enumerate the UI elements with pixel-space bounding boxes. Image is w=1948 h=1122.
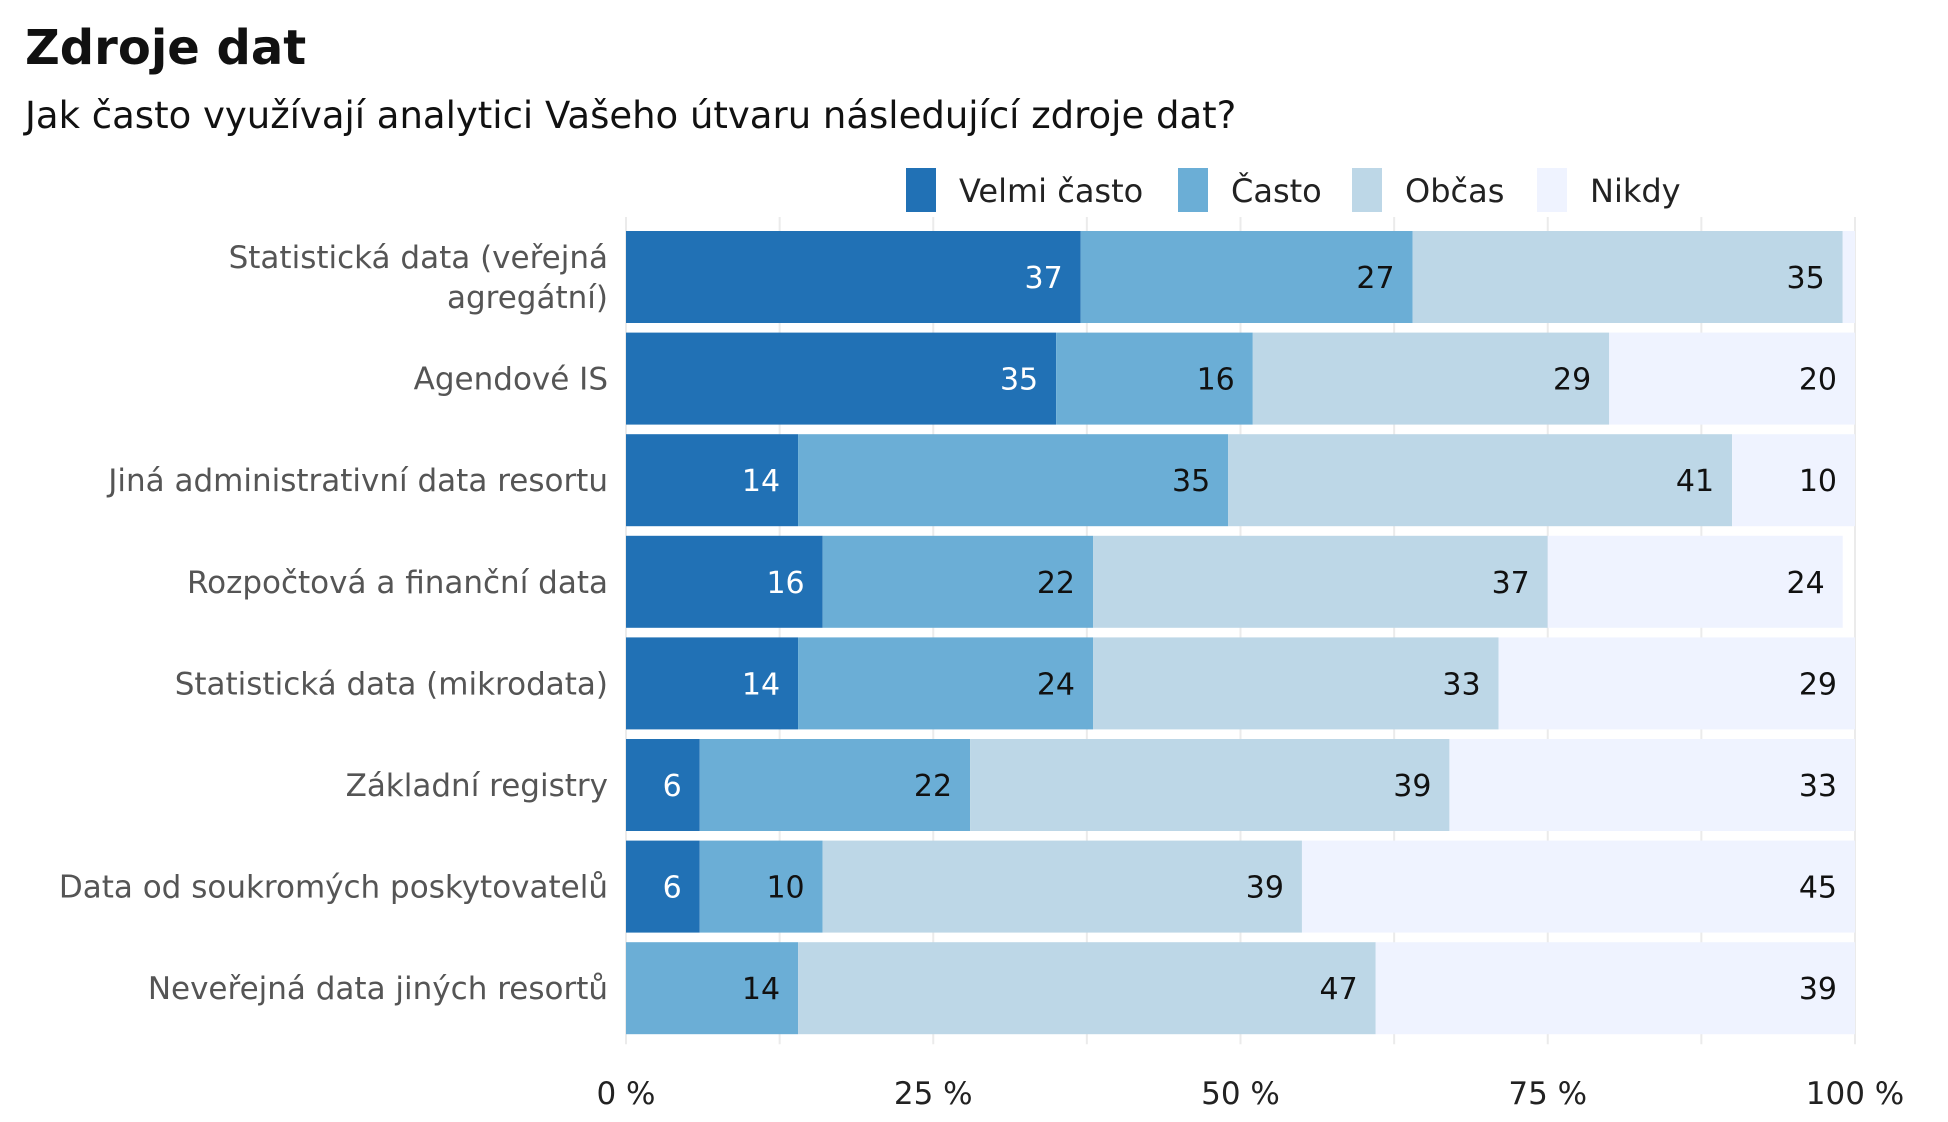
legend-label: Velmi často: [959, 172, 1143, 210]
bar-segment: [626, 739, 700, 831]
data-label: 22: [1037, 566, 1075, 601]
bar-segment: [1056, 332, 1253, 425]
data-label: 35: [1787, 261, 1825, 296]
bar-segment: [970, 739, 1450, 831]
bar-segment: [1498, 637, 1855, 730]
bar-segment: [1449, 739, 1855, 831]
bar-segment: [626, 231, 1081, 323]
category-label: Agendové IS: [414, 362, 608, 398]
x-tick-label: 100 %: [1806, 1076, 1904, 1112]
category-label: Data od soukromých poskytovatelů: [59, 870, 608, 906]
bar-segment: [626, 535, 823, 628]
chart-subtitle: Jak často využívají analytici Vašeho útv…: [23, 94, 1236, 137]
data-label: 14: [742, 667, 780, 702]
data-label: 33: [1799, 769, 1837, 804]
bar-segment: [699, 739, 971, 831]
category-label: Neveřejná data jiných resortů: [148, 971, 608, 1007]
data-label: 45: [1799, 871, 1837, 906]
bar-segment: [798, 434, 1229, 527]
bar-segment: [1301, 840, 1855, 933]
data-label: 10: [1799, 464, 1837, 499]
data-label: 14: [742, 972, 780, 1007]
category-label: Statistická data (veřejná: [229, 240, 608, 276]
x-tick-label: 50 %: [1201, 1076, 1280, 1112]
legend-swatch: [1537, 168, 1567, 212]
data-label: 37: [1492, 566, 1530, 601]
data-label: 20: [1799, 363, 1837, 398]
data-label: 10: [766, 871, 804, 906]
x-tick-label: 0 %: [596, 1076, 655, 1112]
data-label: 39: [1246, 871, 1284, 906]
category-label: agregátní): [447, 280, 608, 316]
legend-label: Nikdy: [1590, 172, 1681, 210]
data-label: 39: [1393, 769, 1431, 804]
legend: Velmi často Často Občas Nikdy: [906, 168, 1681, 212]
legend-swatch: [1178, 168, 1208, 212]
data-label: 6: [663, 871, 682, 906]
bar-segment: [1609, 332, 1855, 425]
data-label: 29: [1553, 363, 1591, 398]
data-label: 22: [914, 769, 952, 804]
x-tick-label: 25 %: [894, 1076, 973, 1112]
bar-segment: [699, 840, 823, 933]
bar-segment: [626, 942, 799, 1035]
bar-segment: [798, 942, 1376, 1035]
data-label: 6: [663, 769, 682, 804]
category-label: Základní registry: [346, 768, 608, 804]
bar-segment: [1252, 332, 1610, 425]
data-label: 47: [1320, 972, 1358, 1007]
bar-segment: [1228, 434, 1733, 527]
bar-segment: [626, 840, 700, 933]
bar-segment: [1842, 231, 1855, 323]
legend-label: Občas: [1405, 172, 1504, 210]
bar-segment: [798, 637, 1094, 730]
bar-segment: [626, 332, 1057, 425]
bar-segment: [626, 434, 799, 527]
data-label: 35: [1172, 464, 1210, 499]
legend-swatch: [906, 168, 936, 212]
data-label: 41: [1676, 464, 1714, 499]
data-label: 33: [1442, 667, 1480, 702]
bar-segment: [1375, 942, 1855, 1035]
legend-label: Často: [1231, 171, 1322, 210]
x-axis-ticks: 0 % 25 % 50 % 75 % 100 %: [596, 1076, 1904, 1112]
bar-segment: [1732, 434, 1855, 527]
legend-swatch: [1352, 168, 1382, 212]
bar-segment: [1412, 231, 1843, 323]
data-label: 39: [1799, 972, 1837, 1007]
bar-segment: [1547, 535, 1843, 628]
bar-segment: [626, 637, 799, 730]
data-label: 37: [1025, 261, 1063, 296]
category-label: Rozpočtová a finanční data: [187, 565, 608, 601]
category-label: Statistická data (mikrodata): [175, 666, 608, 702]
bar-segment: [822, 535, 1094, 628]
category-labels: Statistická data (veřejná agregátní) Agend…: [59, 240, 608, 1007]
bar-segment: [1093, 535, 1548, 628]
data-label: 16: [1197, 363, 1235, 398]
data-label: 14: [742, 464, 780, 499]
data-label: 24: [1787, 566, 1825, 601]
bars: 37 27 35 35 16 29 20 14 35 41 10 16 22 37 24 14 24 33 29 6 2…: [626, 231, 1855, 1035]
data-label: 24: [1037, 667, 1075, 702]
bar-segment: [1080, 231, 1413, 323]
data-label: 27: [1356, 261, 1394, 296]
data-label: 16: [766, 566, 804, 601]
x-tick-label: 75 %: [1508, 1076, 1587, 1112]
bar-segment: [822, 840, 1302, 933]
category-label: Jiná administrativní data resortu: [106, 463, 608, 499]
chart-title: Zdroje dat: [25, 20, 306, 76]
data-label: 35: [1000, 363, 1038, 398]
bar-segment: [1093, 637, 1499, 730]
data-label: 29: [1799, 667, 1837, 702]
